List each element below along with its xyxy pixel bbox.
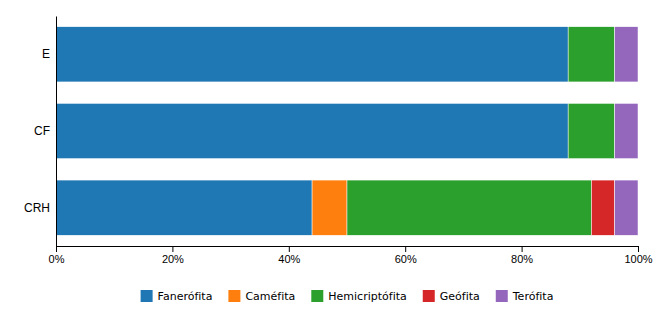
series bbox=[312, 180, 347, 235]
tick-label: 0% bbox=[49, 253, 65, 265]
legend-swatch bbox=[423, 290, 435, 302]
series bbox=[347, 27, 615, 236]
legend-swatch bbox=[311, 290, 323, 302]
tick: CF bbox=[34, 124, 50, 138]
plot: 0% 20% 40% 60% 80% 100% CRH CF E bbox=[24, 17, 653, 265]
legend-item: Geófita bbox=[423, 290, 480, 303]
tick-mark bbox=[172, 246, 173, 252]
legend-item: Caméfita bbox=[228, 290, 295, 303]
legend-item: Terófita bbox=[496, 290, 554, 303]
legend-swatch bbox=[496, 290, 508, 302]
tick-label: CF bbox=[34, 124, 50, 138]
tick-mark bbox=[289, 246, 290, 252]
tick: CRH bbox=[24, 201, 50, 215]
tick: 40% bbox=[278, 246, 300, 265]
legend-item: Fanerófita bbox=[141, 290, 213, 303]
legend-item: Hemicriptófita bbox=[311, 290, 406, 303]
axis-line bbox=[57, 247, 639, 253]
legend: Fanerófita Caméfita Hemicriptófita Geófita T… bbox=[141, 290, 554, 303]
legend-swatch bbox=[228, 290, 240, 302]
bar bbox=[615, 103, 638, 158]
bar bbox=[56, 103, 568, 158]
tick-label: 20% bbox=[162, 253, 184, 265]
tick-label: 60% bbox=[395, 253, 417, 265]
tick: 80% bbox=[511, 246, 533, 265]
tick: 0% bbox=[49, 246, 65, 265]
tick-label: E bbox=[42, 47, 50, 61]
axis-line bbox=[56, 17, 57, 247]
bar bbox=[615, 180, 638, 235]
x-axis: 0% 20% 40% 60% 80% 100% bbox=[49, 246, 653, 265]
bar bbox=[568, 27, 615, 82]
bar bbox=[347, 180, 591, 235]
tick: 100% bbox=[624, 246, 652, 265]
tick-mark bbox=[522, 246, 523, 252]
bar bbox=[56, 180, 312, 235]
legend-swatch bbox=[141, 290, 153, 302]
tick-label: 80% bbox=[511, 253, 533, 265]
legend-label: Hemicriptófita bbox=[328, 290, 406, 303]
legend-label: Fanerófita bbox=[158, 290, 213, 303]
tick-mark bbox=[638, 246, 639, 252]
y-axis: CRH CF E bbox=[24, 17, 57, 247]
tick-label: 40% bbox=[278, 253, 300, 265]
tick: 60% bbox=[395, 246, 417, 265]
bar bbox=[615, 27, 638, 82]
tick-mark bbox=[56, 246, 57, 252]
tick-label: 100% bbox=[624, 253, 652, 265]
bar bbox=[312, 180, 347, 235]
tick: E bbox=[42, 47, 50, 61]
legend-label: Geófita bbox=[440, 290, 480, 303]
tick: 20% bbox=[162, 246, 184, 265]
legend-label: Terófita bbox=[512, 290, 554, 303]
legend-label: Caméfita bbox=[245, 290, 295, 303]
series bbox=[591, 180, 614, 235]
bar bbox=[568, 103, 615, 158]
tick-label: CRH bbox=[24, 201, 50, 215]
bar bbox=[591, 180, 614, 235]
tick-mark bbox=[405, 246, 406, 252]
bar bbox=[56, 27, 568, 82]
series bbox=[615, 27, 638, 236]
chart: 0% 20% 40% 60% 80% 100% CRH CF E Fanerófita Caméfi… bbox=[0, 0, 662, 318]
bars bbox=[56, 27, 638, 236]
